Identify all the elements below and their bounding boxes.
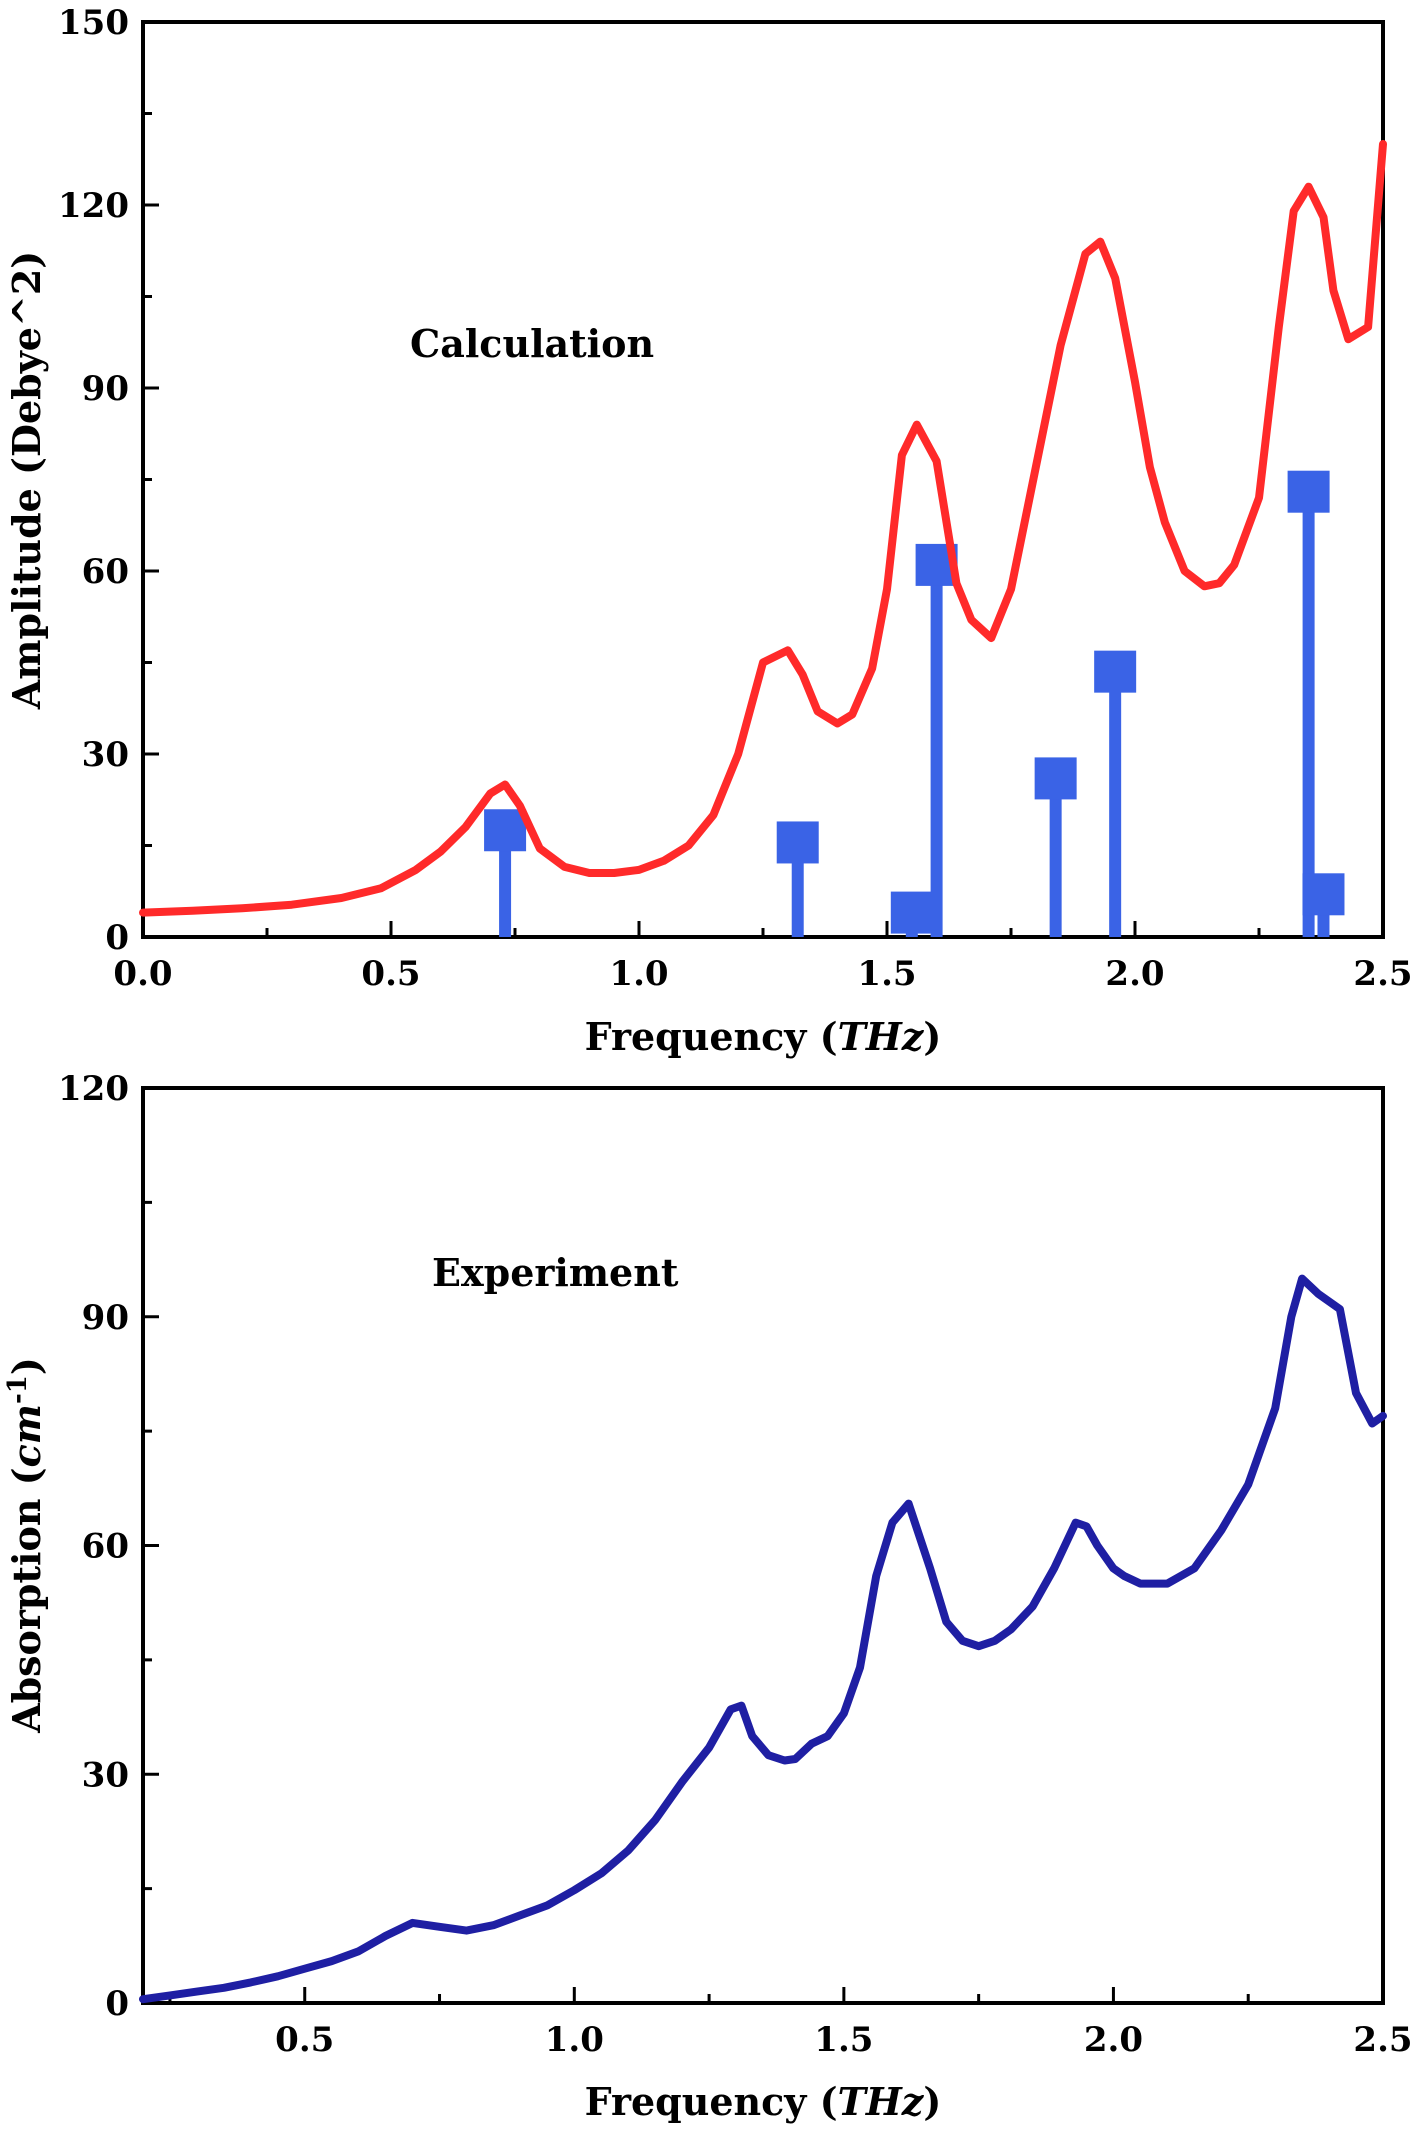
y-tick-label: 30 bbox=[82, 735, 129, 775]
x-tick-label: 1.0 bbox=[545, 2020, 604, 2060]
stem-square bbox=[776, 821, 819, 864]
x-tick-label: 0.5 bbox=[361, 954, 420, 994]
y-tick-label: 120 bbox=[58, 1069, 129, 1109]
y-tick-label: 0 bbox=[105, 1984, 129, 2024]
stem-marker bbox=[484, 809, 527, 937]
calculation-stems bbox=[484, 470, 1345, 937]
stem-square bbox=[1034, 757, 1077, 800]
x-tick-label: 1.5 bbox=[857, 954, 916, 994]
stem-marker bbox=[1302, 873, 1345, 937]
x-tick-label: 0.0 bbox=[113, 954, 172, 994]
stem-square bbox=[1094, 650, 1137, 693]
calculation-axes-frame bbox=[141, 20, 1385, 939]
experiment-annotation: Experiment bbox=[432, 1250, 679, 1295]
y-tick-label: 60 bbox=[82, 552, 129, 592]
experiment-x-axis-title: Frequency (THz) bbox=[585, 2079, 942, 2124]
y-tick-label: 0 bbox=[105, 918, 129, 958]
x-tick-label: 2.0 bbox=[1105, 954, 1164, 994]
stem-marker bbox=[1034, 757, 1077, 937]
calculation-y-axis-title: Amplitude (Debye^2) bbox=[4, 251, 49, 711]
experiment-y-axis-title: Absorption (cm-1) bbox=[3, 1357, 49, 1734]
stem-marker bbox=[1094, 650, 1137, 937]
calculation-ticks: 0.0 0.5 1.0 1.5 2.0 2.5 0 30 60 90 120 150 bbox=[58, 3, 1413, 994]
x-tick-label: 2.0 bbox=[1084, 2020, 1143, 2060]
x-tick-label: 0.5 bbox=[275, 2020, 334, 2060]
stem-square bbox=[1302, 873, 1345, 916]
experiment-ticks: 0.5 1.0 1.5 2.0 2.5 0 30 60 90 120 bbox=[58, 1069, 1413, 2060]
stem-square bbox=[1287, 470, 1330, 513]
y-tick-label: 90 bbox=[82, 369, 129, 409]
stem-marker bbox=[776, 821, 819, 937]
x-tick-label: 1.5 bbox=[814, 2020, 873, 2060]
calculation-panel: 0.0 0.5 1.0 1.5 2.0 2.5 0 30 60 90 120 150 Calculat… bbox=[4, 3, 1413, 1059]
y-tick-label: 90 bbox=[82, 1298, 129, 1338]
stem-square bbox=[484, 809, 527, 852]
stem-marker bbox=[915, 543, 958, 937]
stem-marker bbox=[1287, 470, 1330, 937]
calculation-x-axis-title: Frequency (THz) bbox=[585, 1014, 942, 1059]
stem-square bbox=[890, 891, 933, 934]
stem-marker bbox=[890, 891, 933, 937]
experiment-axes-frame bbox=[141, 1086, 1385, 2005]
y-tick-label: 60 bbox=[82, 1527, 129, 1567]
x-tick-label: 2.5 bbox=[1353, 2020, 1412, 2060]
y-tick-label: 30 bbox=[82, 1755, 129, 1795]
experiment-panel: 0.5 1.0 1.5 2.0 2.5 0 30 60 90 120 Experiment Fre… bbox=[3, 1069, 1413, 2124]
calculation-series-line bbox=[139, 140, 1387, 917]
x-tick-label: 1.0 bbox=[609, 954, 668, 994]
y-tick-label: 150 bbox=[58, 3, 129, 43]
calculation-annotation: Calculation bbox=[410, 321, 654, 366]
y-tick-label: 120 bbox=[58, 186, 129, 226]
experiment-series-line bbox=[139, 1274, 1387, 2004]
x-tick-label: 2.5 bbox=[1353, 954, 1412, 994]
